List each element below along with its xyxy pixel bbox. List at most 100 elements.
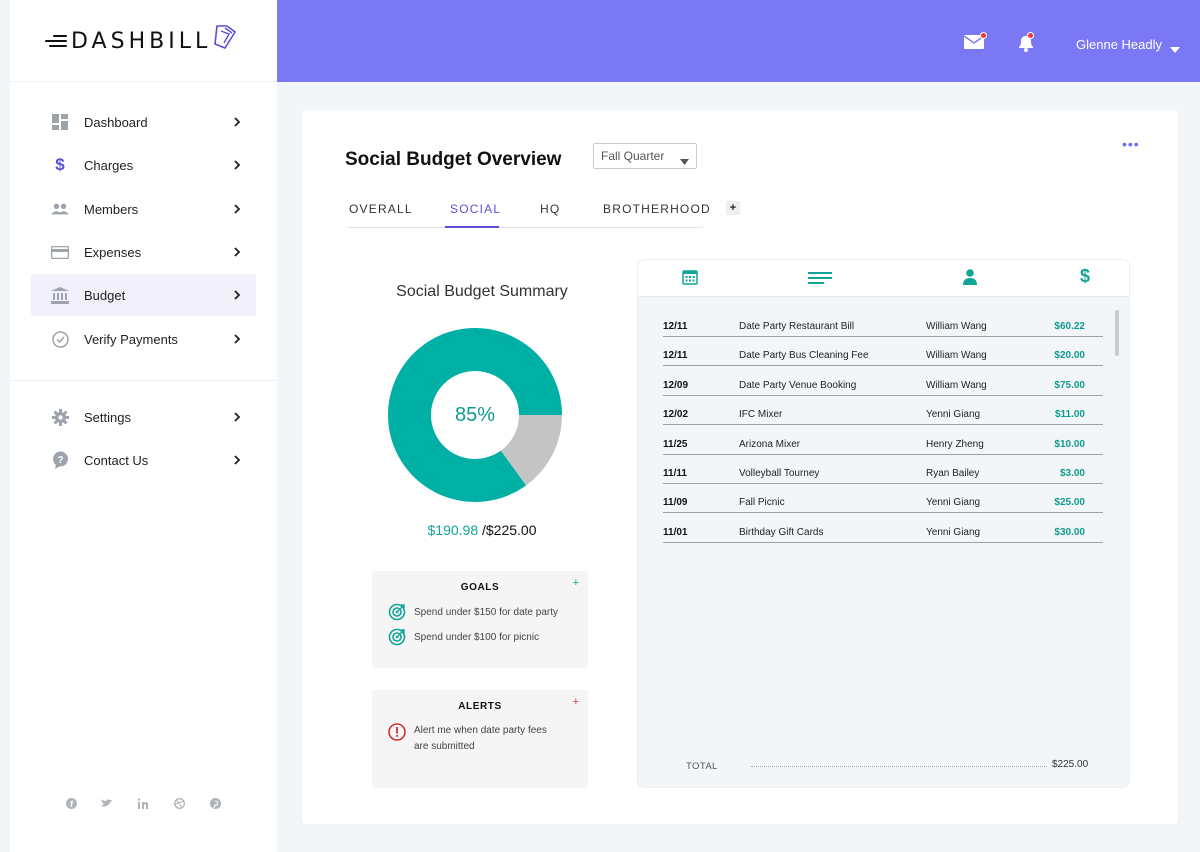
transactions-panel: $ 12/11 Date Party Restaurant Bill William…: [637, 259, 1130, 788]
logo[interactable]: DASHBILL: [45, 25, 237, 56]
help-icon: ?: [51, 451, 69, 469]
row-member: Yenni Giang: [926, 409, 981, 421]
description-icon[interactable]: [808, 271, 832, 289]
tab-social[interactable]: SOCIAL: [450, 202, 502, 216]
linkedin-icon[interactable]: [137, 797, 149, 809]
logo-text: DASHBILL: [71, 28, 212, 54]
row-date: 12/09: [663, 379, 689, 391]
more-options-icon[interactable]: •••: [1122, 136, 1140, 152]
sidebar-divider: [10, 81, 277, 82]
row-date: 11/09: [663, 497, 688, 509]
table-row[interactable]: 11/01 Birthday Gift Cards Yenni Giang $30.0…: [663, 521, 1103, 543]
total-value: $225.00: [1052, 759, 1089, 770]
row-date: 11/01: [663, 526, 688, 538]
sidebar-item-label: Charges: [84, 157, 134, 173]
row-description: Fall Picnic: [739, 497, 785, 509]
row-description: Birthday Gift Cards: [739, 526, 824, 538]
sidebar-item-contact-us[interactable]: ? Contact Us: [31, 439, 256, 481]
row-amount: $11.00: [1054, 409, 1085, 421]
dribbble-icon[interactable]: [173, 797, 185, 809]
add-tab-button[interactable]: +: [726, 201, 740, 215]
sidebar-item-label: Expenses: [84, 244, 142, 260]
sidebar-item-label: Verify Payments: [84, 331, 178, 347]
chevron-down-icon[interactable]: [1170, 40, 1180, 58]
add-goal-button[interactable]: +: [572, 577, 579, 589]
table-row[interactable]: 12/11 Date Party Restaurant Bill William W…: [663, 315, 1103, 337]
caret-down-icon: [680, 154, 689, 168]
row-amount: $20.00: [1054, 350, 1085, 362]
row-date: 12/11: [663, 350, 688, 362]
sidebar-item-settings[interactable]: Settings: [31, 396, 256, 438]
row-member: Henry Zheng: [926, 438, 984, 450]
row-amount: $75.00: [1054, 379, 1085, 391]
sidebar-item-members[interactable]: Members: [31, 188, 256, 230]
sidebar-item-dashboard[interactable]: Dashboard: [31, 101, 256, 143]
sidebar-item-expenses[interactable]: Expenses: [31, 231, 256, 273]
table-row[interactable]: 12/11 Date Party Bus Cleaning Fee William …: [663, 344, 1103, 367]
tab-overall[interactable]: OVERALL: [349, 202, 413, 216]
budget-donut-chart: [388, 328, 562, 502]
table-row[interactable]: 11/09 Fall Picnic Yenni Giang $25.00: [663, 491, 1103, 514]
row-amount: $25.00: [1054, 497, 1085, 509]
alerts-title: ALERTS: [458, 701, 502, 712]
chevron-right-icon: [232, 290, 242, 300]
target-icon: [388, 603, 406, 621]
row-member: Yenni Giang: [926, 526, 981, 538]
budget-amount: /$225.00: [482, 522, 537, 538]
scrollbar[interactable]: [1115, 310, 1119, 356]
row-amount: $10.00: [1054, 438, 1085, 450]
table-row[interactable]: 12/02 IFC Mixer Yenni Giang $11.00: [663, 403, 1103, 426]
row-description: Volleyball Tourney: [739, 468, 820, 479]
table-row[interactable]: 11/11 Volleyball Tourney Ryan Bailey $3.00: [663, 462, 1103, 484]
logo-mark-icon: [214, 25, 237, 49]
members-icon: [51, 200, 69, 218]
sidebar-item-verify-payments[interactable]: Verify Payments: [31, 318, 256, 360]
chevron-right-icon: [232, 247, 242, 257]
social-links: [65, 797, 221, 809]
period-select[interactable]: Fall Quarter: [593, 143, 697, 169]
page-title: Social Budget Overview: [345, 149, 562, 170]
tab-hq[interactable]: HQ: [540, 202, 561, 216]
goal-text: Spend under $150 for date party: [414, 606, 558, 618]
chevron-right-icon: [232, 334, 242, 344]
pinterest-icon[interactable]: [209, 797, 221, 809]
tab-brotherhood[interactable]: BROTHERHOOD: [603, 202, 711, 216]
chevron-right-icon: [232, 117, 242, 127]
bell-icon[interactable]: [1016, 32, 1036, 58]
row-member: William Wang: [926, 350, 987, 362]
row-amount: $30.00: [1054, 526, 1085, 538]
row-member: Yenni Giang: [926, 497, 981, 509]
user-name[interactable]: Glenne Headly: [1076, 37, 1162, 52]
row-member: William Wang: [926, 321, 987, 332]
period-select-value: Fall Quarter: [601, 149, 665, 163]
summary-title: Social Budget Summary: [396, 283, 568, 300]
goal-item: Spend under $150 for date party: [388, 603, 558, 621]
mail-icon[interactable]: [963, 32, 987, 55]
twitter-icon[interactable]: [101, 797, 113, 809]
donut-slice-spent: [388, 328, 562, 502]
spent-vs-budget: $190.98 /$225.00: [345, 522, 619, 538]
row-description: IFC Mixer: [739, 409, 783, 421]
row-description: Date Party Restaurant Bill: [739, 321, 855, 332]
sidebar-item-label: Members: [84, 201, 139, 217]
dollar-icon[interactable]: $: [1080, 266, 1091, 286]
row-amount: $60.22: [1054, 321, 1085, 332]
dollar-icon: $: [55, 155, 65, 174]
chevron-right-icon: [232, 160, 242, 170]
sidebar-item-budget[interactable]: Budget: [31, 274, 256, 316]
total-leader: [751, 766, 1047, 767]
table-row[interactable]: 11/25 Arizona Mixer Henry Zheng $10.00: [663, 433, 1103, 455]
mail-notification-dot: [980, 32, 987, 39]
table-row[interactable]: 12/09 Date Party Venue Booking William Wan…: [663, 374, 1103, 396]
logo-lines: [45, 34, 67, 48]
sidebar-item-charges[interactable]: $ Charges: [31, 144, 256, 186]
chevron-right-icon: [232, 204, 242, 214]
facebook-icon[interactable]: [65, 797, 77, 809]
dashboard-icon: [51, 113, 69, 131]
add-alert-button[interactable]: +: [572, 696, 579, 708]
calendar-icon[interactable]: [682, 269, 698, 290]
row-member: William Wang: [926, 379, 987, 391]
top-bar: Glenne Headly: [277, 0, 1200, 82]
row-description: Date Party Bus Cleaning Fee: [739, 350, 869, 362]
person-icon[interactable]: [963, 269, 977, 290]
